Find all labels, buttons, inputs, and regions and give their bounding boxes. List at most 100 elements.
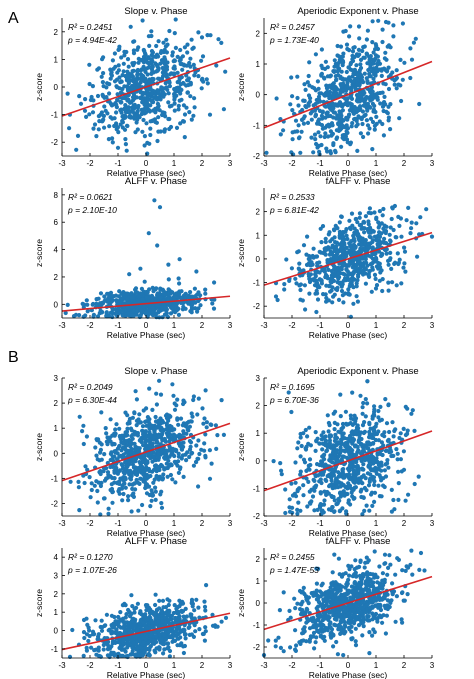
scatter-point xyxy=(146,34,151,39)
scatter-point xyxy=(137,115,142,120)
scatter-point xyxy=(146,231,151,236)
x-tick-label: 0 xyxy=(144,519,149,528)
scatter-point xyxy=(366,131,371,136)
scatter-point xyxy=(397,435,402,441)
scatter-point xyxy=(326,267,331,272)
scatter-point xyxy=(372,272,378,277)
scatter-point xyxy=(327,423,332,428)
scatter-point xyxy=(126,498,131,503)
scatter-point xyxy=(374,456,379,461)
scatter-point xyxy=(136,449,141,454)
scatter-point xyxy=(380,213,385,218)
scatter-point xyxy=(95,314,101,319)
scatter-point xyxy=(148,103,153,108)
x-tick-label: -2 xyxy=(86,321,94,330)
scatter-point xyxy=(391,453,396,458)
scatter-point xyxy=(351,111,356,116)
scatter-point xyxy=(322,93,327,98)
scatter-point xyxy=(84,114,89,119)
y-axis-label: z-score xyxy=(236,239,246,267)
scatter-point xyxy=(360,512,365,517)
scatter-point xyxy=(197,615,202,620)
scatter-point xyxy=(142,49,147,54)
scatter-point xyxy=(103,426,108,431)
scatter-point xyxy=(391,497,396,503)
scatter-point xyxy=(399,234,404,239)
plot-title: Slope v. Phase xyxy=(124,6,187,17)
scatter-point xyxy=(350,68,355,73)
scatter-point xyxy=(347,248,352,253)
scatter-point xyxy=(349,104,354,110)
x-tick-label: 2 xyxy=(402,159,407,168)
scatter-point xyxy=(141,432,146,437)
y-tick-label: 2 xyxy=(54,28,59,37)
scatter-point xyxy=(382,223,387,228)
scatter-point xyxy=(165,474,170,479)
scatter-point xyxy=(326,134,331,139)
scatter-point xyxy=(368,54,373,59)
scatter-point xyxy=(344,233,349,238)
scatter-point xyxy=(364,488,369,493)
scatter-point xyxy=(150,620,155,625)
scatter-point xyxy=(382,94,387,99)
scatter-point xyxy=(147,43,152,49)
scatter-point xyxy=(100,301,106,306)
scatter-point xyxy=(145,415,150,420)
scatter-point xyxy=(138,476,143,481)
scatter-point xyxy=(170,50,175,55)
y-tick-label: 0 xyxy=(54,449,59,458)
scatter-point xyxy=(120,313,125,318)
scatter-point xyxy=(200,406,205,411)
y-axis-label: z-score xyxy=(34,433,44,461)
scatter-point xyxy=(176,103,181,108)
x-tick-label: 3 xyxy=(228,159,233,168)
scatter-point xyxy=(146,474,151,480)
scatter-point xyxy=(207,476,213,481)
scatter-point xyxy=(114,102,119,107)
scatter-point xyxy=(129,593,134,598)
scatter-point xyxy=(203,629,208,634)
scatter-point xyxy=(65,302,70,307)
scatter-point xyxy=(289,409,294,415)
scatter-point xyxy=(140,110,145,116)
scatter-point xyxy=(207,448,212,453)
scatter-point xyxy=(215,624,220,629)
scatter-point xyxy=(178,61,183,67)
scatter-point xyxy=(320,109,325,114)
scatter-point xyxy=(112,442,117,447)
scatter-point xyxy=(310,253,315,259)
scatter-point xyxy=(382,66,387,71)
scatter-points xyxy=(63,198,217,320)
scatter-point xyxy=(383,19,389,25)
scatter-point xyxy=(301,268,306,273)
scatter-point xyxy=(378,265,383,270)
scatter-point xyxy=(355,81,360,87)
scatter-point xyxy=(90,110,96,115)
scatter-point xyxy=(418,215,423,220)
scatter-point xyxy=(348,413,353,418)
scatter-point xyxy=(369,492,374,497)
scatter-point xyxy=(188,64,193,69)
scatter-point xyxy=(145,87,151,93)
scatter-point xyxy=(389,266,394,271)
scatter-point xyxy=(104,313,109,319)
scatter-point xyxy=(164,311,169,316)
scatter-point xyxy=(113,466,118,471)
scatter-point xyxy=(143,78,148,83)
scatter-point xyxy=(371,76,376,81)
scatter-point xyxy=(115,97,120,103)
scatter-point xyxy=(339,214,344,219)
scatter-point xyxy=(311,150,316,155)
scatter-point xyxy=(359,242,364,247)
x-tick-label: -2 xyxy=(288,519,296,528)
scatter-point xyxy=(320,116,325,121)
scatter-point xyxy=(177,625,182,631)
scatter-point xyxy=(368,462,373,467)
scatter-point xyxy=(178,91,183,96)
scatter-point xyxy=(138,79,143,84)
scatter-point xyxy=(368,441,373,447)
scatter-point xyxy=(176,276,181,281)
scatter-point xyxy=(346,472,352,477)
scatter-point xyxy=(342,272,347,277)
scatter-point xyxy=(360,121,365,127)
